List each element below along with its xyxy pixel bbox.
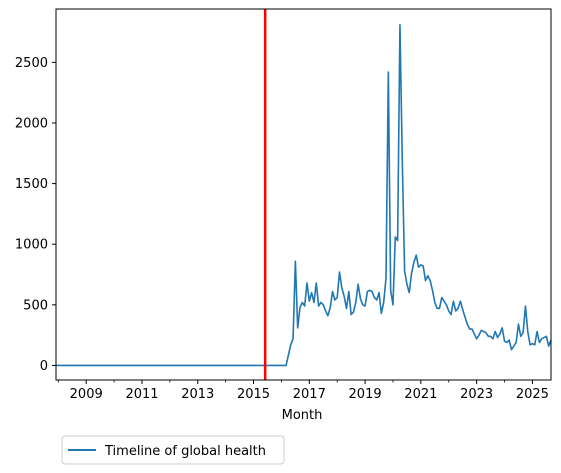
x-tick-label: 2013 [181,387,214,402]
legend-label: Timeline of global health [104,444,266,459]
x-axis-label: Month [282,408,323,423]
x-tick-label: 2025 [516,387,549,402]
y-tick-label: 500 [23,298,48,313]
y-tick-label: 1000 [15,238,48,253]
y-tick-label: 1500 [15,177,48,192]
plot-area [56,9,552,380]
x-tick-label: 2015 [237,387,270,402]
x-tick-label: 2009 [70,387,103,402]
legend-box [61,435,285,465]
y-tick-label: 0 [40,359,48,374]
axes-frame [55,8,552,381]
x-tick-label: 2011 [125,387,158,402]
x-tick-label: 2023 [460,387,493,402]
axes: 2009 2011 2013 2015 2017 2019 2021 2023 2025 0 500… [15,8,552,402]
x-tick-label: 2021 [404,387,437,402]
y-tick-label: 2500 [15,56,48,71]
y-tick-label: 2000 [15,116,48,131]
legend: Timeline of global health [61,435,285,465]
x-tick-label: 2017 [293,387,326,402]
x-tick-label: 2019 [349,387,382,402]
series-line-0 [56,23,552,367]
